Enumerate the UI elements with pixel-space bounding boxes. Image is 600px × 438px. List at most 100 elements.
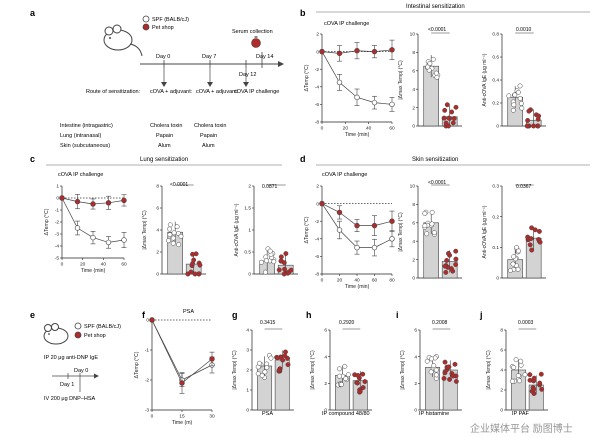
b-bar2-dot [519,105,525,111]
c-bar1-dot [190,251,195,257]
d-bar2-ytick-label: 0.2 [492,214,499,220]
b-line-point [371,48,378,55]
d-line-point [336,227,343,233]
c-line-point [74,198,81,205]
g-bar-ytick-label: 1 [246,388,249,394]
j-bar-dot [531,386,537,392]
j-bar-dot [510,378,515,384]
f-line-ytick-label: -1 [145,348,150,354]
d-bar1-dot [422,223,428,229]
panel-letter-h: h [306,310,312,320]
c-bar2-ytick-label: 0.5 [244,250,251,256]
c-line-ytick-label: -2 [55,220,60,226]
c-bar1-dot [167,226,173,232]
d-bar2-ytick-label: 0.1 [492,245,499,251]
c-line-point [90,201,96,207]
legend-e-pet-label: Pet shop [84,333,106,339]
c-line-xtick-label: 0 [61,262,64,268]
i-bar-dot [433,367,439,373]
b-bar2-dot [517,95,523,101]
b-line-point [389,47,395,53]
c-line-ytick-label: -5 [55,256,60,262]
b-bar2-dot [531,123,536,129]
b-bar2-dot [525,117,531,123]
e-day0: Day 0 [74,368,88,374]
i-bar-dot [433,372,439,378]
d-bar2-dot [532,227,538,233]
c-bar2-ylabel: Anti-cOVA IgE (μg ml⁻¹) [234,203,240,256]
panel-letter-c: c [30,154,35,164]
g-bar-dot [282,353,288,359]
e-day1: Day 1 [60,382,74,388]
d-bar1-ytick-label: 4 [412,239,415,245]
col3-title: cOVA IP challenge [234,89,279,95]
legend-e-spf-label: SPF (BALB/cJ) [84,324,121,330]
c-bar1-dot [170,240,176,246]
c-bar1-ytick-label: 4 [156,228,159,234]
h-bar-dot [342,363,348,369]
j-bar-dot [518,362,524,368]
d-line-ytick-label: 2 [316,184,319,190]
d-bar2-ylabel: Anti-cOVA IgE (μg ml⁻¹) [482,205,488,258]
c-bar2-dot [263,258,269,264]
b-bar2-ytick-label: 0.2 [492,101,499,107]
d-bar2-dot [528,236,534,242]
b-line-point [371,99,378,106]
j-bar-dot [518,358,524,364]
j-bar-dot [522,372,528,378]
d-line-ytick-label: -4 [315,237,320,243]
c-line-xtick-label: 20 [80,262,86,268]
g-bar-dot [276,367,282,373]
f-line-ytick-label: 0 [146,318,149,324]
b-bar1-dot [453,104,459,110]
c-line-point [105,200,112,206]
c-bar1-ytick-label: 2 [156,250,159,256]
c-bar2-dot [276,267,282,273]
c-bar1-dot [197,262,203,268]
e-iv-text: IV 200 μg DNP–HSA [44,396,95,402]
d-bar1-dot [431,230,437,236]
i-bar-dot [452,361,458,367]
g-bar-dot [255,371,261,377]
i-bar-dot [431,363,437,369]
c-line-title: cOVA IP challenge [58,172,103,178]
f-line-point [149,317,155,323]
j-bar-dot [539,386,545,392]
f-line-ytick-label: -3 [145,408,150,414]
i-bar-dot [446,364,452,370]
d-bar2-dot [529,247,535,253]
b-bar1-ylabel: |Δmax Temp| (°C) [398,60,404,100]
c-line-ytick-label: -4 [55,244,60,250]
c-bar1-ytick-label: 6 [156,206,159,212]
j-bar-dot [513,357,519,363]
c-bar1-dot [166,238,171,244]
timeline-arrowhead [278,61,284,67]
b-line-title: cOVA IP challenge [324,21,369,27]
d-bar1-ytick-label: 6 [412,221,415,227]
d-bar2-dot [536,228,542,234]
col1-title: cOVA + adjuvant: [150,89,193,95]
b-bar1-dot [427,61,433,66]
c-bar2-dot [288,267,294,273]
d-line-xtick-label: 0 [321,278,324,284]
legend: SPF (BALB/cJ) Pet shop [142,15,189,31]
b-bar1-ytick-label: 10 [410,32,416,38]
h-bar-dot [355,380,360,386]
legend-e-spf-marker [74,322,82,330]
g-bar-dot [275,355,281,361]
b-line-point [354,48,360,54]
g-bar-ylabel: |Δmax Temp| (°C) [232,350,238,390]
j-bar-dot [516,378,522,384]
d-line-point [371,244,378,251]
b-line-ylabel: ΔTemp (°C) [304,64,310,91]
b-bar1-ytick-label: 6 [412,69,415,75]
h-bar-ytick-label: 4 [324,354,327,360]
b-line-ytick-label: 0 [316,49,319,55]
d-line-ytick-label: -2 [315,219,320,225]
g-bar-dot [268,355,274,361]
c-line-ytick-label: 1 [56,184,59,190]
serum-label: Serum collection [232,29,273,35]
d-line-xtick-label: 40 [354,278,360,284]
panel-letter-g: g [232,310,238,320]
c-line-point [105,239,112,246]
